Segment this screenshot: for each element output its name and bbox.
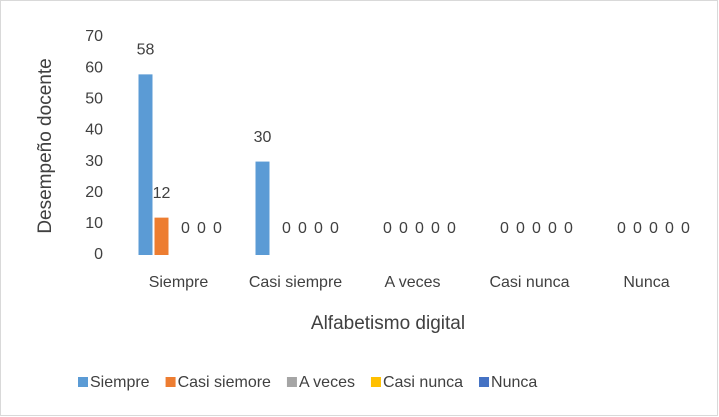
legend-swatch (370, 377, 381, 387)
x-tick-label: Casi nunca (489, 274, 569, 291)
data-label: 0 (383, 220, 392, 237)
y-axis-title: Desempeño docente (35, 58, 56, 233)
data-label: 0 (330, 220, 339, 237)
data-label: 30 (254, 129, 272, 146)
legend-label: Casi siemore (178, 374, 271, 391)
legend-label: Casi nunca (383, 374, 463, 391)
data-label: 0 (282, 220, 291, 237)
data-label: 0 (617, 220, 626, 237)
legend-label: Nunca (491, 374, 537, 391)
y-tick-label: 20 (85, 184, 103, 201)
bar (138, 74, 153, 255)
data-label: 0 (681, 220, 690, 237)
data-label: 0 (415, 220, 424, 237)
data-label: 0 (665, 220, 674, 237)
data-label: 0 (548, 220, 557, 237)
y-tick-label: 30 (85, 153, 103, 170)
legend-label: A veces (299, 374, 355, 391)
bar (255, 161, 270, 255)
data-label: 0 (516, 220, 525, 237)
y-tick-label: 60 (85, 59, 103, 76)
data-label: 0 (633, 220, 642, 237)
x-tick-label: A veces (384, 274, 440, 291)
legend-swatch (286, 377, 297, 387)
bar (154, 217, 169, 255)
legend-swatch (479, 377, 490, 387)
data-label: 0 (431, 220, 440, 237)
x-tick-label: Casi siempre (249, 274, 342, 291)
data-label: 0 (298, 220, 307, 237)
x-axis-title: Alfabetismo digital (311, 313, 465, 334)
data-label: 0 (447, 220, 456, 237)
x-tick-label: Nunca (623, 274, 669, 291)
data-label: 0 (532, 220, 541, 237)
data-label: 0 (181, 220, 190, 237)
data-label: 0 (197, 220, 206, 237)
y-tick-label: 10 (85, 215, 103, 232)
data-label: 0 (564, 220, 573, 237)
legend-label: Siempre (90, 374, 150, 391)
data-label: 0 (649, 220, 658, 237)
y-tick-label: 40 (85, 122, 103, 139)
legend-swatch (78, 377, 88, 387)
data-label: 0 (314, 220, 323, 237)
x-tick-label: Siempre (149, 274, 209, 291)
y-tick-label: 50 (85, 91, 103, 108)
data-label: 0 (399, 220, 408, 237)
data-label: 58 (137, 42, 155, 59)
data-label: 0 (500, 220, 509, 237)
y-tick-label: 0 (94, 246, 103, 263)
data-label: 0 (213, 220, 222, 237)
y-tick-label: 70 (85, 28, 103, 45)
legend-swatch (165, 377, 176, 387)
data-label: 12 (153, 185, 171, 202)
